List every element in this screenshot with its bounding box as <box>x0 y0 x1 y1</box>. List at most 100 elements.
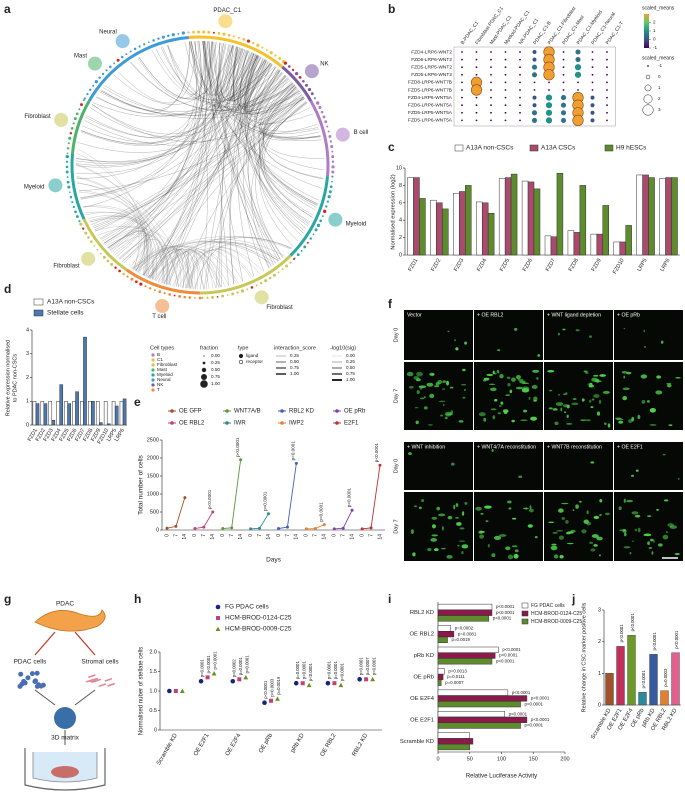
chord <box>193 41 279 261</box>
y-tick-label: 10 <box>396 165 402 171</box>
bar <box>430 199 437 256</box>
cell-signal <box>599 514 602 517</box>
cell-signal <box>593 394 600 399</box>
bar <box>453 192 460 256</box>
dot <box>461 89 463 91</box>
p-value: p<0.0001 <box>291 441 296 461</box>
p-value: p=0.0001 <box>200 659 205 678</box>
x-tick-label: 14 <box>349 534 355 540</box>
dot <box>490 58 492 61</box>
chord <box>77 182 166 284</box>
x-tick-label: 7 <box>257 534 263 537</box>
chord <box>189 41 208 290</box>
chord <box>258 89 299 242</box>
gene-dot <box>331 175 334 178</box>
cell-signal <box>409 385 414 389</box>
gene-dot <box>328 135 332 138</box>
chord <box>263 101 311 223</box>
gene-dot <box>242 38 246 41</box>
ring-segment <box>70 153 86 220</box>
pdac-cell <box>29 671 35 677</box>
y-tick-label: 0 <box>399 252 402 258</box>
chord <box>159 241 281 283</box>
cell-signal <box>492 415 496 420</box>
point <box>202 525 206 529</box>
bar <box>91 401 95 426</box>
dot <box>475 104 478 107</box>
chord <box>134 241 276 271</box>
panel-letter: f <box>388 297 393 311</box>
legend-swatch <box>151 378 155 382</box>
cell-signal <box>562 404 569 408</box>
y-tick-label: 3 <box>598 607 601 613</box>
gene-dot <box>134 280 138 284</box>
p-value: p<0.0001 <box>502 647 521 652</box>
chord <box>154 248 239 284</box>
cell-icon <box>81 251 96 266</box>
cell-signal <box>588 382 593 387</box>
gene-dot <box>67 185 71 189</box>
cell-signal <box>622 387 630 391</box>
legend-swatch <box>529 144 539 152</box>
diagram-label: Stromal cells <box>81 659 119 666</box>
gene-dot <box>152 39 155 42</box>
dot <box>545 102 553 109</box>
chord <box>138 45 234 99</box>
legend-swatch <box>454 144 464 152</box>
p-value: p=0.0003 <box>663 668 668 687</box>
gene-dot <box>105 69 108 72</box>
legend-title: scaled_means <box>642 5 675 11</box>
gene-dot <box>192 30 195 34</box>
chord <box>244 54 304 234</box>
chord <box>208 41 321 139</box>
p-value: p<0.0001 <box>496 658 515 663</box>
bar <box>35 403 40 426</box>
gene-dot <box>94 80 99 84</box>
legend-label: HCM-BROD-0124-C25 <box>225 615 292 622</box>
image-header: + OE pRb <box>617 312 640 318</box>
bar <box>459 191 466 256</box>
point <box>338 682 344 688</box>
gene-dot <box>89 88 92 92</box>
cell-signal <box>458 420 464 423</box>
cell-signal <box>562 328 566 331</box>
gene-dot <box>66 176 69 178</box>
cell-signal <box>500 401 504 405</box>
legend-label: A13A non-CSCs <box>47 299 95 306</box>
cell-signal <box>531 384 538 390</box>
gene-dot <box>158 290 162 294</box>
gene-dot <box>217 31 221 35</box>
dot <box>475 96 478 99</box>
dot <box>591 58 594 61</box>
chord <box>100 78 290 116</box>
p-value: p<0.0001 <box>346 487 351 507</box>
bar <box>550 236 558 256</box>
chord <box>83 205 147 276</box>
cell-signal <box>528 396 531 401</box>
ring-segment <box>281 65 313 102</box>
cell-signal <box>623 327 626 330</box>
micrograph <box>614 310 683 360</box>
cell-signal <box>548 389 553 392</box>
cell-signal <box>513 553 519 559</box>
cell-signal <box>628 419 633 423</box>
x-tick-label: FZD4 <box>476 258 488 273</box>
micrograph <box>404 362 473 430</box>
diagram-label: PDAC <box>56 601 74 608</box>
bar <box>67 403 71 426</box>
chord <box>148 42 220 278</box>
gene-dot <box>70 127 74 130</box>
cell-signal <box>554 421 559 426</box>
gene-dot <box>327 195 331 199</box>
y-tick-label: 1 <box>598 671 601 677</box>
chord <box>259 81 309 225</box>
chord <box>116 41 197 257</box>
chord <box>243 63 272 272</box>
cell-signal <box>413 375 420 380</box>
p-value: p<0.0001 <box>531 696 550 701</box>
gene-dot <box>65 160 69 163</box>
dot <box>532 57 537 62</box>
bar <box>649 654 658 706</box>
cell-signal <box>533 396 538 402</box>
